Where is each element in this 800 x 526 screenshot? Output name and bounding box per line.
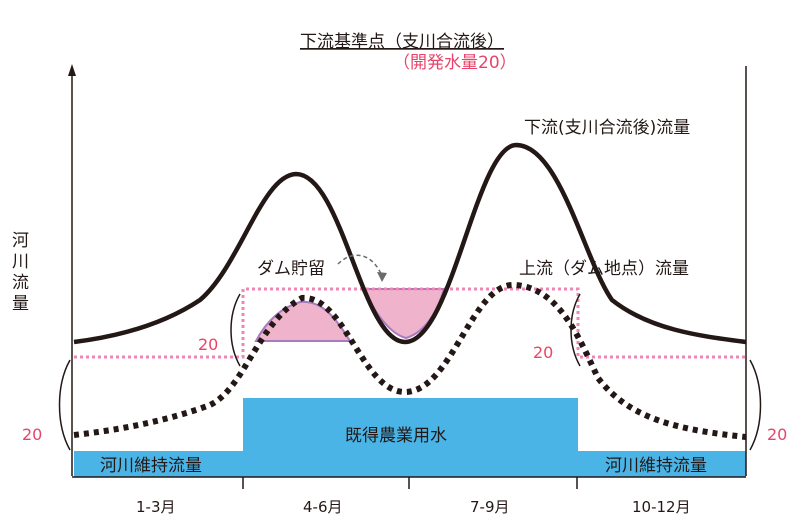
value-right-outer: 20 — [767, 425, 787, 444]
bracket-right-inner — [570, 293, 581, 367]
dam-storage-fill-left — [254, 300, 352, 342]
title-main: 下流基準点（支川合流後） — [300, 32, 504, 52]
bracket-left-inner — [230, 293, 241, 367]
y-axis-label-3: 流 — [12, 273, 29, 293]
y-axis-label-2: 川 — [12, 252, 29, 272]
agri-water-label: 既得農業用水 — [345, 426, 447, 446]
title-sub: （開発水量20） — [393, 53, 517, 73]
y-axis-label-1: 河 — [12, 231, 29, 251]
maintenance-flow-label-right: 河川維持流量 — [605, 456, 707, 476]
x-tick-label-2: 4-6月 — [303, 498, 343, 516]
y-axis-label-4: 量 — [12, 294, 29, 314]
x-tick-label-1: 1-3月 — [136, 498, 176, 516]
value-right-inner: 20 — [533, 343, 553, 362]
upstream-flow-label: 上流（ダム地点）流量 — [519, 259, 689, 279]
downstream-flow-curve — [73, 142, 747, 345]
upstream-flow-curve — [73, 281, 747, 440]
development-threshold — [74, 287, 746, 359]
bracket-right-outer — [749, 359, 762, 451]
x-tick-label-4: 10-12月 — [632, 498, 691, 516]
maintenance-flow-label-left: 河川維持流量 — [100, 456, 202, 476]
downstream-flow-label: 下流(支川合流後)流量 — [524, 118, 690, 138]
x-tick-label-3: 7-9月 — [470, 498, 510, 516]
value-left-inner: 20 — [198, 335, 218, 354]
storage-transfer-arrowhead — [377, 272, 387, 282]
y-axis-arrow — [68, 64, 76, 76]
value-left-outer: 20 — [22, 425, 42, 444]
bracket-left-outer — [58, 359, 71, 451]
storage-transfer-arrow — [337, 254, 383, 277]
agri-water-block — [243, 398, 578, 477]
dam-storage-label: ダム貯留 — [257, 259, 325, 279]
